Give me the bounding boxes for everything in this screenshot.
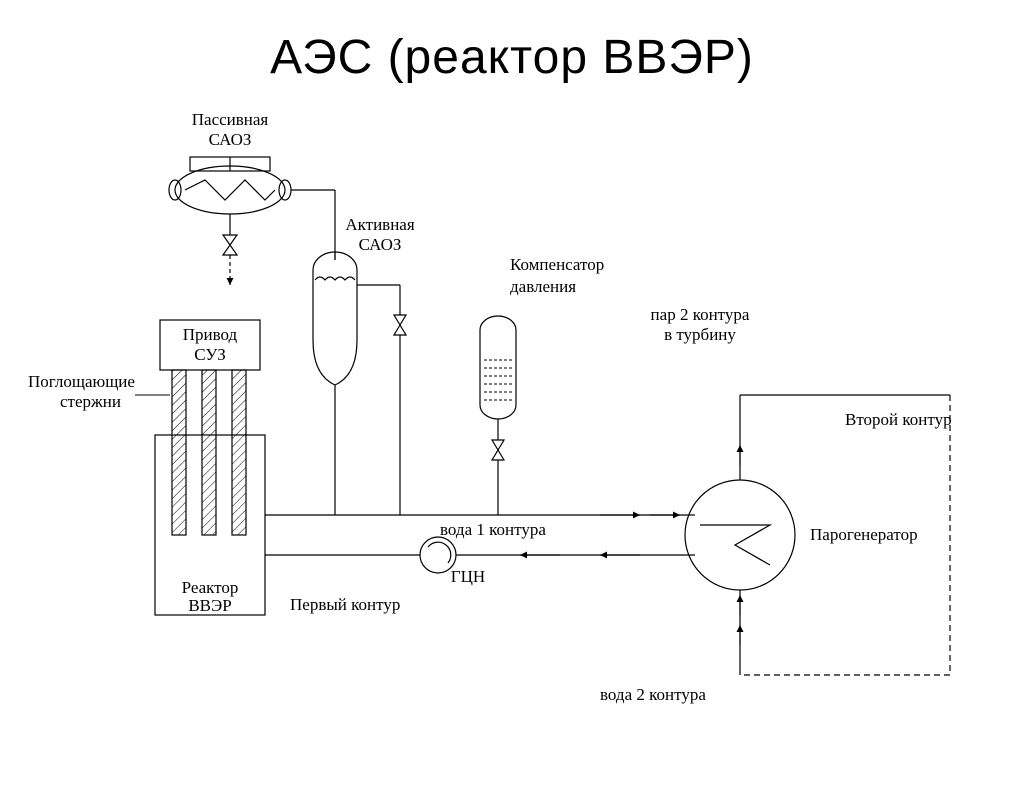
- passive-saoz: Пассивная САОЗ: [169, 110, 335, 285]
- active-saoz-label-2: САОЗ: [359, 235, 402, 254]
- page-title: АЭС (реактор ВВЭР): [0, 30, 1024, 85]
- passive-saoz-label-1: Пассивная: [192, 110, 269, 129]
- compensator-label-1: Компенсатор: [510, 255, 604, 274]
- absorbing-label-1: Поглощающие: [28, 372, 135, 391]
- suz-drive-label-2: СУЗ: [194, 345, 225, 364]
- second-loop-label: Второй контур: [845, 410, 952, 429]
- first-loop-pipes: вода 1 контура ГЦН Первый контур: [265, 515, 695, 614]
- steam-generator: Парогенератор: [685, 480, 918, 590]
- water-2nd-label: вода 2 контура: [600, 685, 706, 704]
- steam-2nd-label-2: в турбину: [664, 325, 736, 344]
- reactor-diagram: Пассивная САОЗ Активная САОЗ: [0, 85, 1024, 735]
- reactor-label-2: ВВЭР: [188, 596, 231, 615]
- suz-drive-label-1: Привод: [183, 325, 238, 344]
- water-1st-label: вода 1 контура: [440, 520, 546, 539]
- absorbing-label-2: стержни: [60, 392, 121, 411]
- compensator-label-2: давления: [510, 277, 576, 296]
- second-loop-pipes: пар 2 контура в турбину Второй контур во…: [600, 305, 952, 704]
- gcn-label: ГЦН: [451, 567, 485, 586]
- active-saoz: Активная САОЗ: [313, 190, 415, 515]
- steam-generator-label: Парогенератор: [810, 525, 918, 544]
- passive-saoz-label-2: САОЗ: [209, 130, 252, 149]
- steam-2nd-label-1: пар 2 контура: [651, 305, 750, 324]
- first-loop-label: Первый контур: [290, 595, 400, 614]
- active-saoz-label-1: Активная: [345, 215, 415, 234]
- reactor-assembly: Привод СУЗ Поглощающие стержни Реактор В…: [28, 320, 265, 615]
- pressure-compensator: Компенсатор давления: [480, 255, 604, 515]
- reactor-label-1: Реактор: [182, 578, 239, 597]
